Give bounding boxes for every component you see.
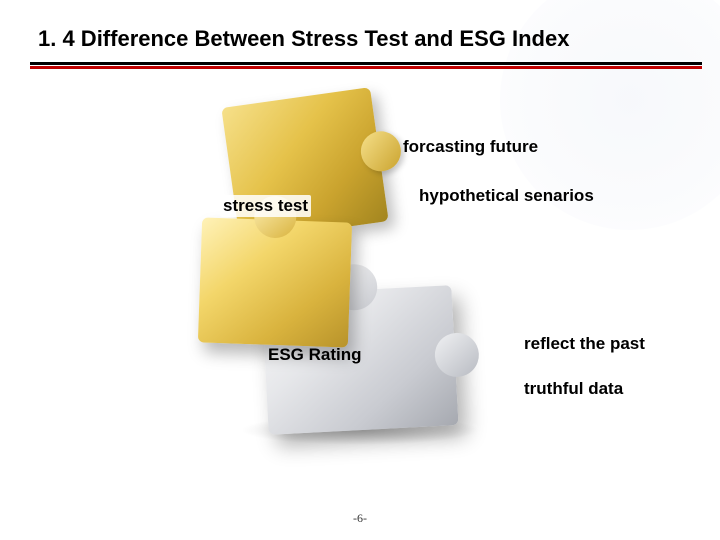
page-number: -6-	[0, 511, 720, 526]
puzzle-knob	[434, 332, 480, 378]
label-forecast: forcasting future	[403, 137, 538, 157]
divider-top	[30, 62, 702, 65]
divider-bottom	[30, 66, 702, 69]
label-esg-rating: ESG Rating	[268, 345, 362, 365]
label-reflect: reflect the past	[524, 334, 645, 354]
label-hypothetical: hypothetical senarios	[419, 186, 594, 206]
slide-title: 1. 4 Difference Between Stress Test and …	[38, 26, 700, 52]
puzzle-knob	[358, 129, 403, 174]
puzzle-piece-gold-front	[198, 217, 352, 347]
label-stress-test: stress test	[220, 195, 311, 217]
label-truthful: truthful data	[524, 379, 623, 399]
title-row: 1. 4 Difference Between Stress Test and …	[38, 26, 700, 52]
